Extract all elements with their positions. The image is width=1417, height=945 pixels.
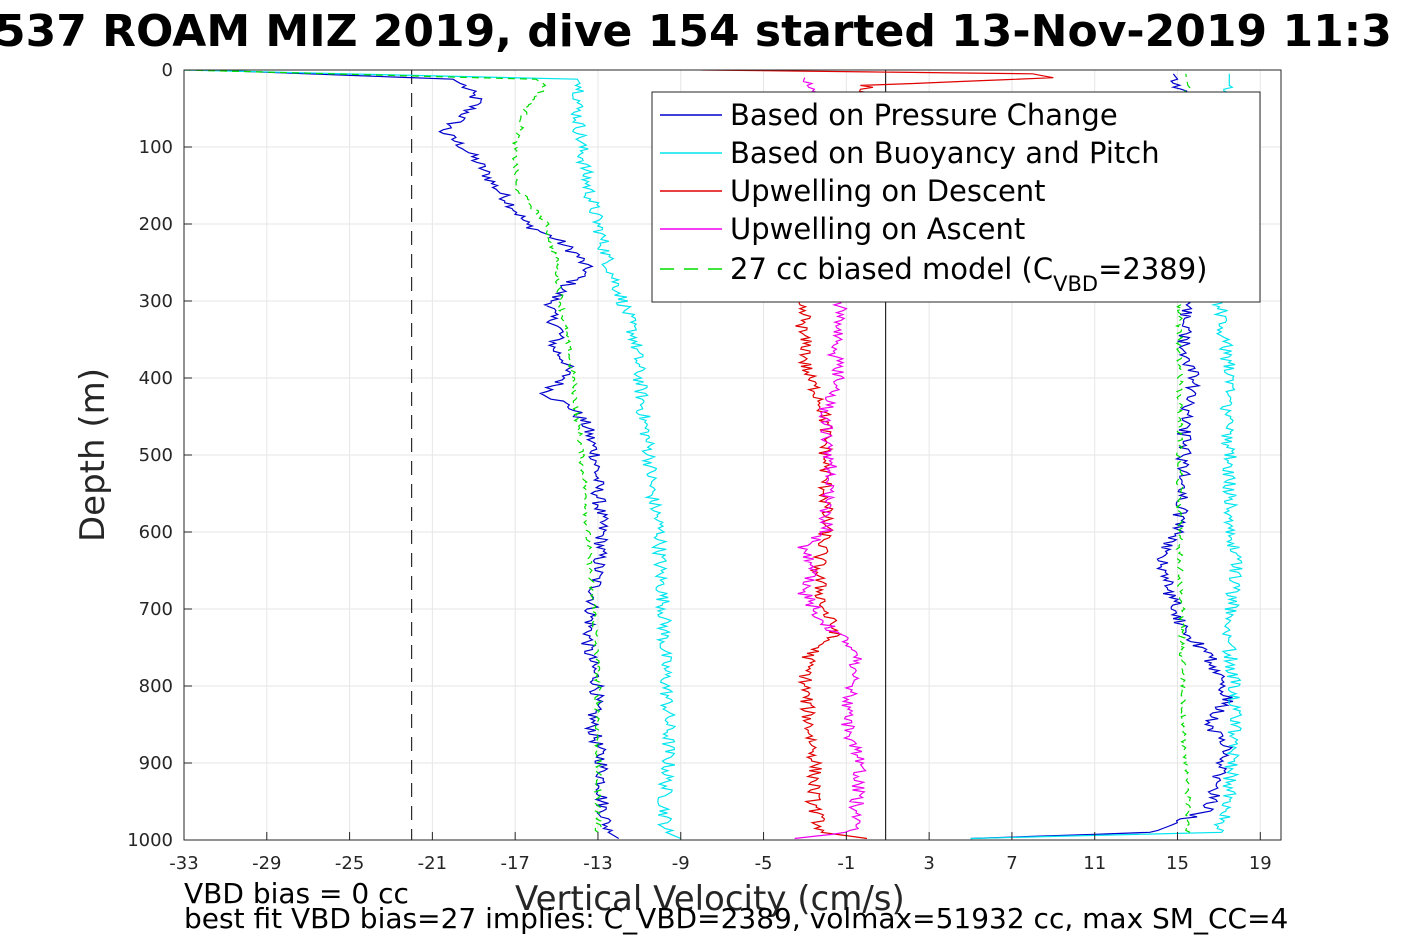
x-tick-label-13: 19 xyxy=(1249,853,1272,874)
x-tick-label-5: -13 xyxy=(583,853,612,874)
chart-title: 537 ROAM MIZ 2019, dive 154 started 13-N… xyxy=(0,6,1392,57)
legend-label-pressure: Based on Pressure Change xyxy=(730,98,1118,132)
x-tick-label-3: -21 xyxy=(418,853,447,874)
y-axis-label: Depth (m) xyxy=(73,368,113,542)
x-tick-label-0: -33 xyxy=(169,853,198,874)
series-model_ascent xyxy=(1174,73,1192,833)
legend: Based on Pressure Change Based on Buoyan… xyxy=(651,91,1261,303)
x-tick-label-11: 11 xyxy=(1083,853,1106,874)
y-tick-label-10: 1000 xyxy=(127,830,173,851)
x-tick-label-2: -25 xyxy=(335,853,364,874)
y-tick-label-8: 800 xyxy=(139,676,173,697)
x-tick-label-7: -5 xyxy=(755,853,773,874)
legend-label-model-tail: =2389) xyxy=(1098,252,1207,286)
x-tick-label-8: -1 xyxy=(837,853,855,874)
y-tick-label-2: 200 xyxy=(139,214,173,235)
legend-label-upwelling-descent: Upwelling on Descent xyxy=(730,174,1046,208)
y-tick-label-6: 600 xyxy=(139,522,173,543)
y-tick-label-7: 700 xyxy=(139,599,173,620)
series-pressure_descent xyxy=(204,70,620,840)
y-ticks: 0 100 200 300 400 500 600 700 800 900 1000 xyxy=(127,60,192,851)
legend-label-model: 27 cc biased model (CVBD=2389) xyxy=(730,252,1208,296)
x-tick-label-4: -17 xyxy=(500,853,529,874)
legend-label-model-subscript: VBD xyxy=(1053,272,1098,296)
y-tick-label-3: 300 xyxy=(139,291,173,312)
series-buoyancy_descent xyxy=(184,70,682,840)
x-tick-label-12: 15 xyxy=(1166,853,1189,874)
x-ticks: -33 -29 -25 -21 -17 -13 -9 -5 -1 3 7 11 15 19 xyxy=(169,832,1272,874)
legend-box xyxy=(651,91,1261,303)
legend-label-model-main: 27 cc biased model (C xyxy=(730,252,1053,286)
annotation-vbd-bias: VBD bias = 0 cc xyxy=(184,877,409,910)
x-axis-label: Vertical Velocity (cm/s) xyxy=(515,879,905,919)
x-tick-label-1: -29 xyxy=(252,853,281,874)
y-tick-label-0: 0 xyxy=(162,60,173,81)
x-tick-label-10: 7 xyxy=(1006,853,1017,874)
y-tick-label-9: 900 xyxy=(139,753,173,774)
x-tick-label-9: 3 xyxy=(923,853,934,874)
x-tick-label-6: -9 xyxy=(672,853,690,874)
legend-label-buoyancy: Based on Buoyancy and Pitch xyxy=(730,136,1160,170)
y-tick-label-4: 400 xyxy=(139,368,173,389)
legend-label-upwelling-ascent: Upwelling on Ascent xyxy=(730,212,1025,246)
y-tick-label-1: 100 xyxy=(139,137,173,158)
series-model_descent xyxy=(184,70,603,833)
annotation-best-fit: best fit VBD bias=27 implies: C_VBD=2389… xyxy=(184,902,1288,935)
y-tick-label-5: 500 xyxy=(139,445,173,466)
